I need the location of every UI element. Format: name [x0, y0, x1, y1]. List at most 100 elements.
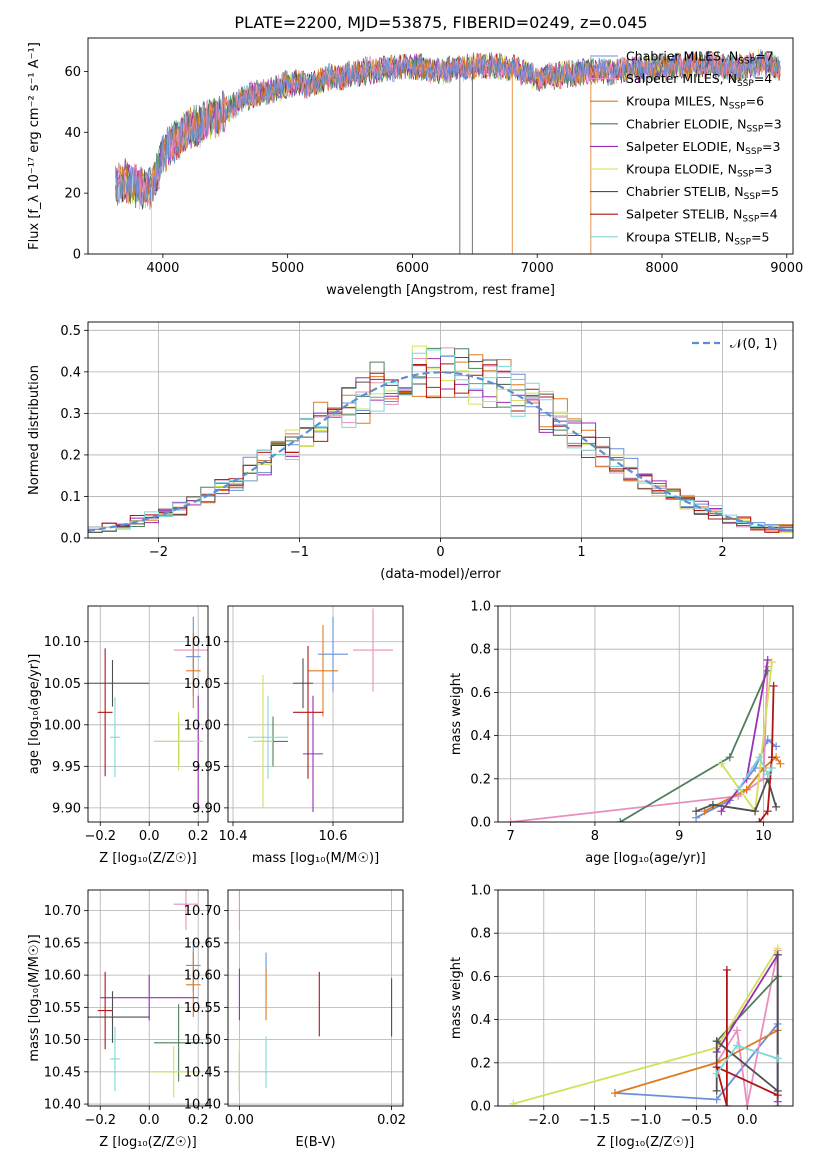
y-tick-label: 0.4 — [470, 1013, 491, 1028]
figure-title: PLATE=2200, MJD=53875, FIBERID=0249, z=0… — [234, 13, 647, 32]
weight-marker — [755, 818, 764, 822]
spectrum-line — [115, 49, 781, 206]
weight-marker — [733, 1041, 742, 1050]
weight-marker — [734, 785, 743, 794]
y-tick-label: 10.50 — [44, 1033, 81, 1048]
weight-line — [737, 755, 773, 791]
x-axis-label: mass [log₁₀(M/M☉)] — [252, 851, 379, 866]
weight-marker — [767, 753, 776, 762]
weight-marker — [743, 1102, 752, 1106]
x-tick-label: 0.2 — [188, 1113, 209, 1128]
weight-marker — [722, 1102, 731, 1106]
y-tick-label: 10.45 — [184, 1065, 221, 1080]
y-tick-label: 60 — [64, 65, 81, 80]
y-tick-label: 9.90 — [192, 801, 221, 816]
weight-marker — [773, 1054, 782, 1063]
weight-marker — [692, 807, 701, 816]
y-tick-label: 10.00 — [44, 718, 81, 733]
x-axis-label: (data-model)/error — [380, 567, 501, 582]
x-tick-label: −0.2 — [84, 1113, 116, 1128]
weight-marker — [767, 658, 776, 667]
y-tick-label: 10.45 — [44, 1065, 81, 1080]
x-tick-label: 0.00 — [225, 1113, 254, 1128]
weight-marker — [712, 1086, 721, 1095]
y-tick-label: 0.0 — [60, 532, 81, 547]
weight-marker — [763, 770, 772, 779]
x-tick-label: 0.0 — [139, 829, 160, 844]
weight-marker — [712, 1037, 721, 1046]
weight-marker — [773, 1091, 782, 1100]
x-tick-label: 2 — [718, 545, 726, 560]
x-tick-label: 0.2 — [188, 829, 209, 844]
y-axis-label: Normed distribution — [27, 365, 42, 495]
legend-entry: Chabrier MILES, NSSP=7 — [626, 49, 774, 67]
x-tick-label: 0 — [436, 545, 444, 560]
y-tick-label: 10.50 — [184, 1033, 221, 1048]
x-tick-label: 0.0 — [139, 1113, 160, 1128]
x-tick-label: −0.5 — [681, 1113, 713, 1128]
panel-age-vs-mass: 10.4 10.6 9.90 9.95 10.00 10.05 10.10 mass [log… — [184, 605, 404, 866]
weight-marker — [772, 742, 781, 751]
legend-entry: Kroupa MILES, NSSP=6 — [626, 94, 764, 112]
x-tick-label: 9 — [675, 829, 683, 844]
y-tick-label: 10.65 — [184, 936, 221, 951]
axes-frame — [227, 889, 404, 1107]
y-tick-label: 0.0 — [470, 816, 491, 831]
y-tick-label: 0.8 — [470, 927, 491, 942]
plot-area — [509, 944, 782, 1106]
weight-marker — [769, 681, 778, 690]
axes-frame — [87, 605, 209, 823]
y-tick-label: 10.40 — [44, 1098, 81, 1113]
weight-marker — [763, 656, 772, 664]
x-axis-label: age [log₁₀(age/yr)] — [585, 851, 706, 866]
x-tick-label: 10 — [755, 829, 772, 844]
weight-marker — [751, 807, 760, 816]
panel-weight-vs-Z: −2.0 −1.5 −1.0 −0.5 0.0 0.0 0.2 0.4 0.6 0.8 1.0 Z [… — [449, 884, 794, 1150]
panel-mass-vs-ebv: 0.00 0.02 10.40 10.45 10.50 10.55 10.60 10.65 10… — [184, 889, 406, 1150]
legend-entry: Kroupa ELODIE, NSSP=3 — [626, 162, 772, 180]
y-tick-label: 10.65 — [44, 936, 81, 951]
x-axis-label: Z [log₁₀(Z/Z☉)] — [99, 1135, 196, 1150]
panel-residuals: −2 −1 0 1 2 0.0 0.1 0.2 0.3 0.4 0.5 (data-model)/er… — [27, 321, 794, 582]
legend-entry: Kroupa STELIB, NSSP=5 — [626, 229, 770, 247]
axes-frame — [87, 37, 794, 255]
x-tick-label: −1 — [290, 545, 309, 560]
x-tick-label: 0.02 — [377, 1113, 406, 1128]
y-tick-label: 10.60 — [44, 969, 81, 984]
y-tick-label: 1.0 — [470, 884, 491, 899]
x-tick-label: 7 — [507, 829, 515, 844]
y-tick-label: 0.4 — [60, 365, 81, 380]
x-tick-label: −2.0 — [528, 1113, 560, 1128]
y-tick-label: 10.55 — [44, 1001, 81, 1016]
y-tick-label: 20 — [64, 187, 81, 202]
weight-marker — [725, 753, 734, 762]
plot-area — [88, 345, 793, 533]
y-tick-label: 0.2 — [60, 448, 81, 463]
y-tick-label: 0.2 — [470, 1056, 491, 1071]
x-tick-label: 4000 — [146, 261, 179, 276]
histogram-step — [88, 349, 793, 530]
x-tick-label: 9000 — [770, 261, 803, 276]
plot-area — [88, 616, 208, 813]
weight-marker — [755, 753, 764, 762]
weight-marker — [767, 764, 776, 772]
x-axis-label: wavelength [Angstrom, rest frame] — [326, 283, 555, 298]
panel-age-vs-Z: −0.2 0.0 0.2 9.90 9.95 10.00 10.05 10.10 Z [log₁… — [27, 605, 209, 866]
x-tick-label: 10.4 — [219, 829, 248, 844]
x-tick-label: 6000 — [396, 261, 429, 276]
x-axis-label: Z [log₁₀(Z/Z☉)] — [99, 851, 196, 866]
y-tick-label: 10.10 — [184, 635, 221, 650]
y-tick-label: 0.6 — [470, 686, 491, 701]
weight-marker — [509, 1099, 518, 1106]
weight-marker — [722, 965, 731, 974]
axes-frame — [227, 605, 404, 823]
y-tick-label: 10.40 — [184, 1098, 221, 1113]
y-tick-label: 9.95 — [192, 760, 221, 775]
y-tick-label: 0.5 — [60, 324, 81, 339]
y-tick-label: 10.55 — [184, 1001, 221, 1016]
weight-marker — [717, 807, 726, 816]
x-tick-label: 0.0 — [737, 1113, 758, 1128]
x-axis-label: E(B-V) — [295, 1135, 335, 1150]
legend-entry: Chabrier ELODIE, NSSP=3 — [626, 116, 782, 134]
